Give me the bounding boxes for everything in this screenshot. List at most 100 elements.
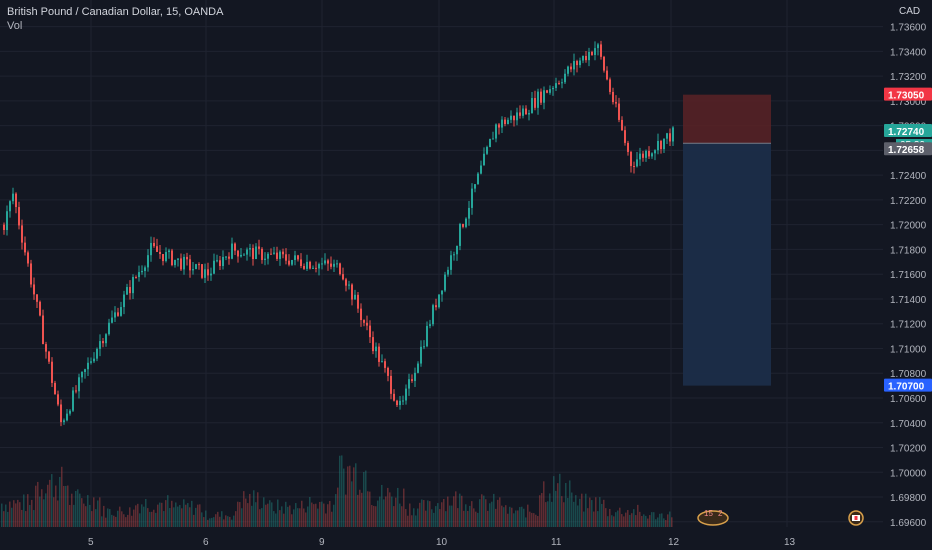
candle-body	[345, 279, 347, 286]
volume-bar	[361, 492, 363, 527]
candle-body	[474, 184, 476, 189]
candle-body	[150, 242, 152, 256]
volume-bar	[469, 505, 471, 527]
candle-body	[90, 361, 92, 363]
volume-bar	[539, 495, 541, 527]
candle-body	[456, 245, 458, 255]
volume-bar	[463, 510, 465, 527]
volume-bar	[317, 508, 319, 527]
volume-bar	[447, 496, 449, 527]
candle-body	[402, 400, 404, 402]
currency-label[interactable]: CAD	[899, 6, 920, 17]
volume-bar	[329, 500, 331, 527]
candle-body	[60, 404, 62, 423]
volume-bar	[555, 490, 557, 527]
volume-bar	[189, 507, 191, 527]
time-tick-label: 5	[88, 537, 94, 548]
candle-body	[576, 61, 578, 66]
candle-body	[465, 218, 467, 227]
volume-bar	[663, 518, 665, 527]
candle-body	[315, 267, 317, 269]
volume-bar	[195, 507, 197, 527]
price-tick-label: 1.69800	[890, 493, 927, 504]
candle-body	[375, 346, 377, 352]
volume-bar	[181, 508, 183, 527]
volume-bar	[85, 506, 87, 527]
volume-bar	[319, 501, 321, 527]
stop-loss-zone[interactable]	[683, 94, 771, 144]
volume-bar	[79, 493, 81, 527]
volume-bar	[137, 503, 139, 527]
candle-body	[264, 258, 266, 260]
volume-bar	[165, 500, 167, 527]
volume-bar	[339, 455, 341, 527]
volume-bar	[351, 481, 353, 527]
volume-bar	[643, 514, 645, 527]
volume-bar	[631, 513, 633, 527]
volume-bar	[525, 517, 527, 527]
candle-body	[504, 119, 506, 125]
volume-bar	[333, 504, 335, 527]
candle-body	[408, 379, 410, 389]
volume-bar	[399, 503, 401, 527]
price-tick-label: 1.70000	[890, 468, 927, 479]
volume-bar	[295, 503, 297, 527]
volume-bar	[403, 488, 405, 527]
volume-bar	[99, 497, 101, 527]
volume-bar	[39, 496, 41, 527]
volume-bar	[237, 501, 239, 527]
volume-bar	[655, 519, 657, 527]
volume-bar	[613, 516, 615, 527]
candle-body	[597, 44, 599, 49]
volume-bar	[321, 501, 323, 527]
volume-bar	[297, 508, 299, 527]
candle-body	[558, 83, 560, 85]
volume-bar	[103, 505, 105, 527]
volume-bar	[465, 504, 467, 527]
volume-bar	[193, 514, 195, 527]
candle-body	[336, 263, 338, 265]
volume-bar	[201, 512, 203, 527]
volume-bar	[249, 493, 251, 527]
volume-bar	[475, 511, 477, 527]
candle-body	[237, 250, 239, 257]
volume-bar	[615, 512, 617, 527]
volume-bar	[7, 511, 9, 527]
volume-bar	[377, 500, 379, 527]
candle-body	[51, 361, 53, 383]
volume-bar	[511, 507, 513, 527]
symbol-title[interactable]: British Pound / Canadian Dollar, 15, OAN…	[7, 6, 224, 18]
volume-bar	[383, 499, 385, 527]
volume-bar	[665, 519, 667, 527]
volume-indicator-label[interactable]: Vol	[7, 20, 23, 32]
candle-body	[579, 60, 581, 66]
candle-body	[93, 358, 95, 362]
volume-bar	[671, 517, 673, 527]
volume-bar	[125, 517, 127, 527]
last-price-badge-bg	[884, 124, 932, 138]
candle-body	[651, 153, 653, 157]
volume-bar	[335, 494, 337, 527]
take-profit-zone[interactable]	[683, 143, 771, 386]
volume-bar	[617, 510, 619, 527]
candle-body	[213, 260, 215, 274]
volume-bar	[205, 510, 207, 527]
volume-bar	[15, 503, 17, 527]
chart-legend[interactable]: British Pound / Canadian Dollar, 15, OAN…	[7, 5, 223, 33]
volume-bar	[21, 509, 23, 527]
volume-bar	[143, 506, 145, 527]
volume-bar	[405, 509, 407, 527]
volume-bar	[271, 502, 273, 527]
candle-body	[603, 56, 605, 71]
volume-bar	[215, 514, 217, 527]
candle-body	[99, 341, 101, 349]
volume-bar	[95, 509, 97, 527]
candle-body	[633, 165, 635, 167]
volume-bar	[1, 503, 3, 527]
earnings-event-icon[interactable]	[697, 510, 729, 526]
candle-body	[447, 269, 449, 275]
candle-body	[72, 390, 74, 411]
candle-body	[201, 264, 203, 278]
